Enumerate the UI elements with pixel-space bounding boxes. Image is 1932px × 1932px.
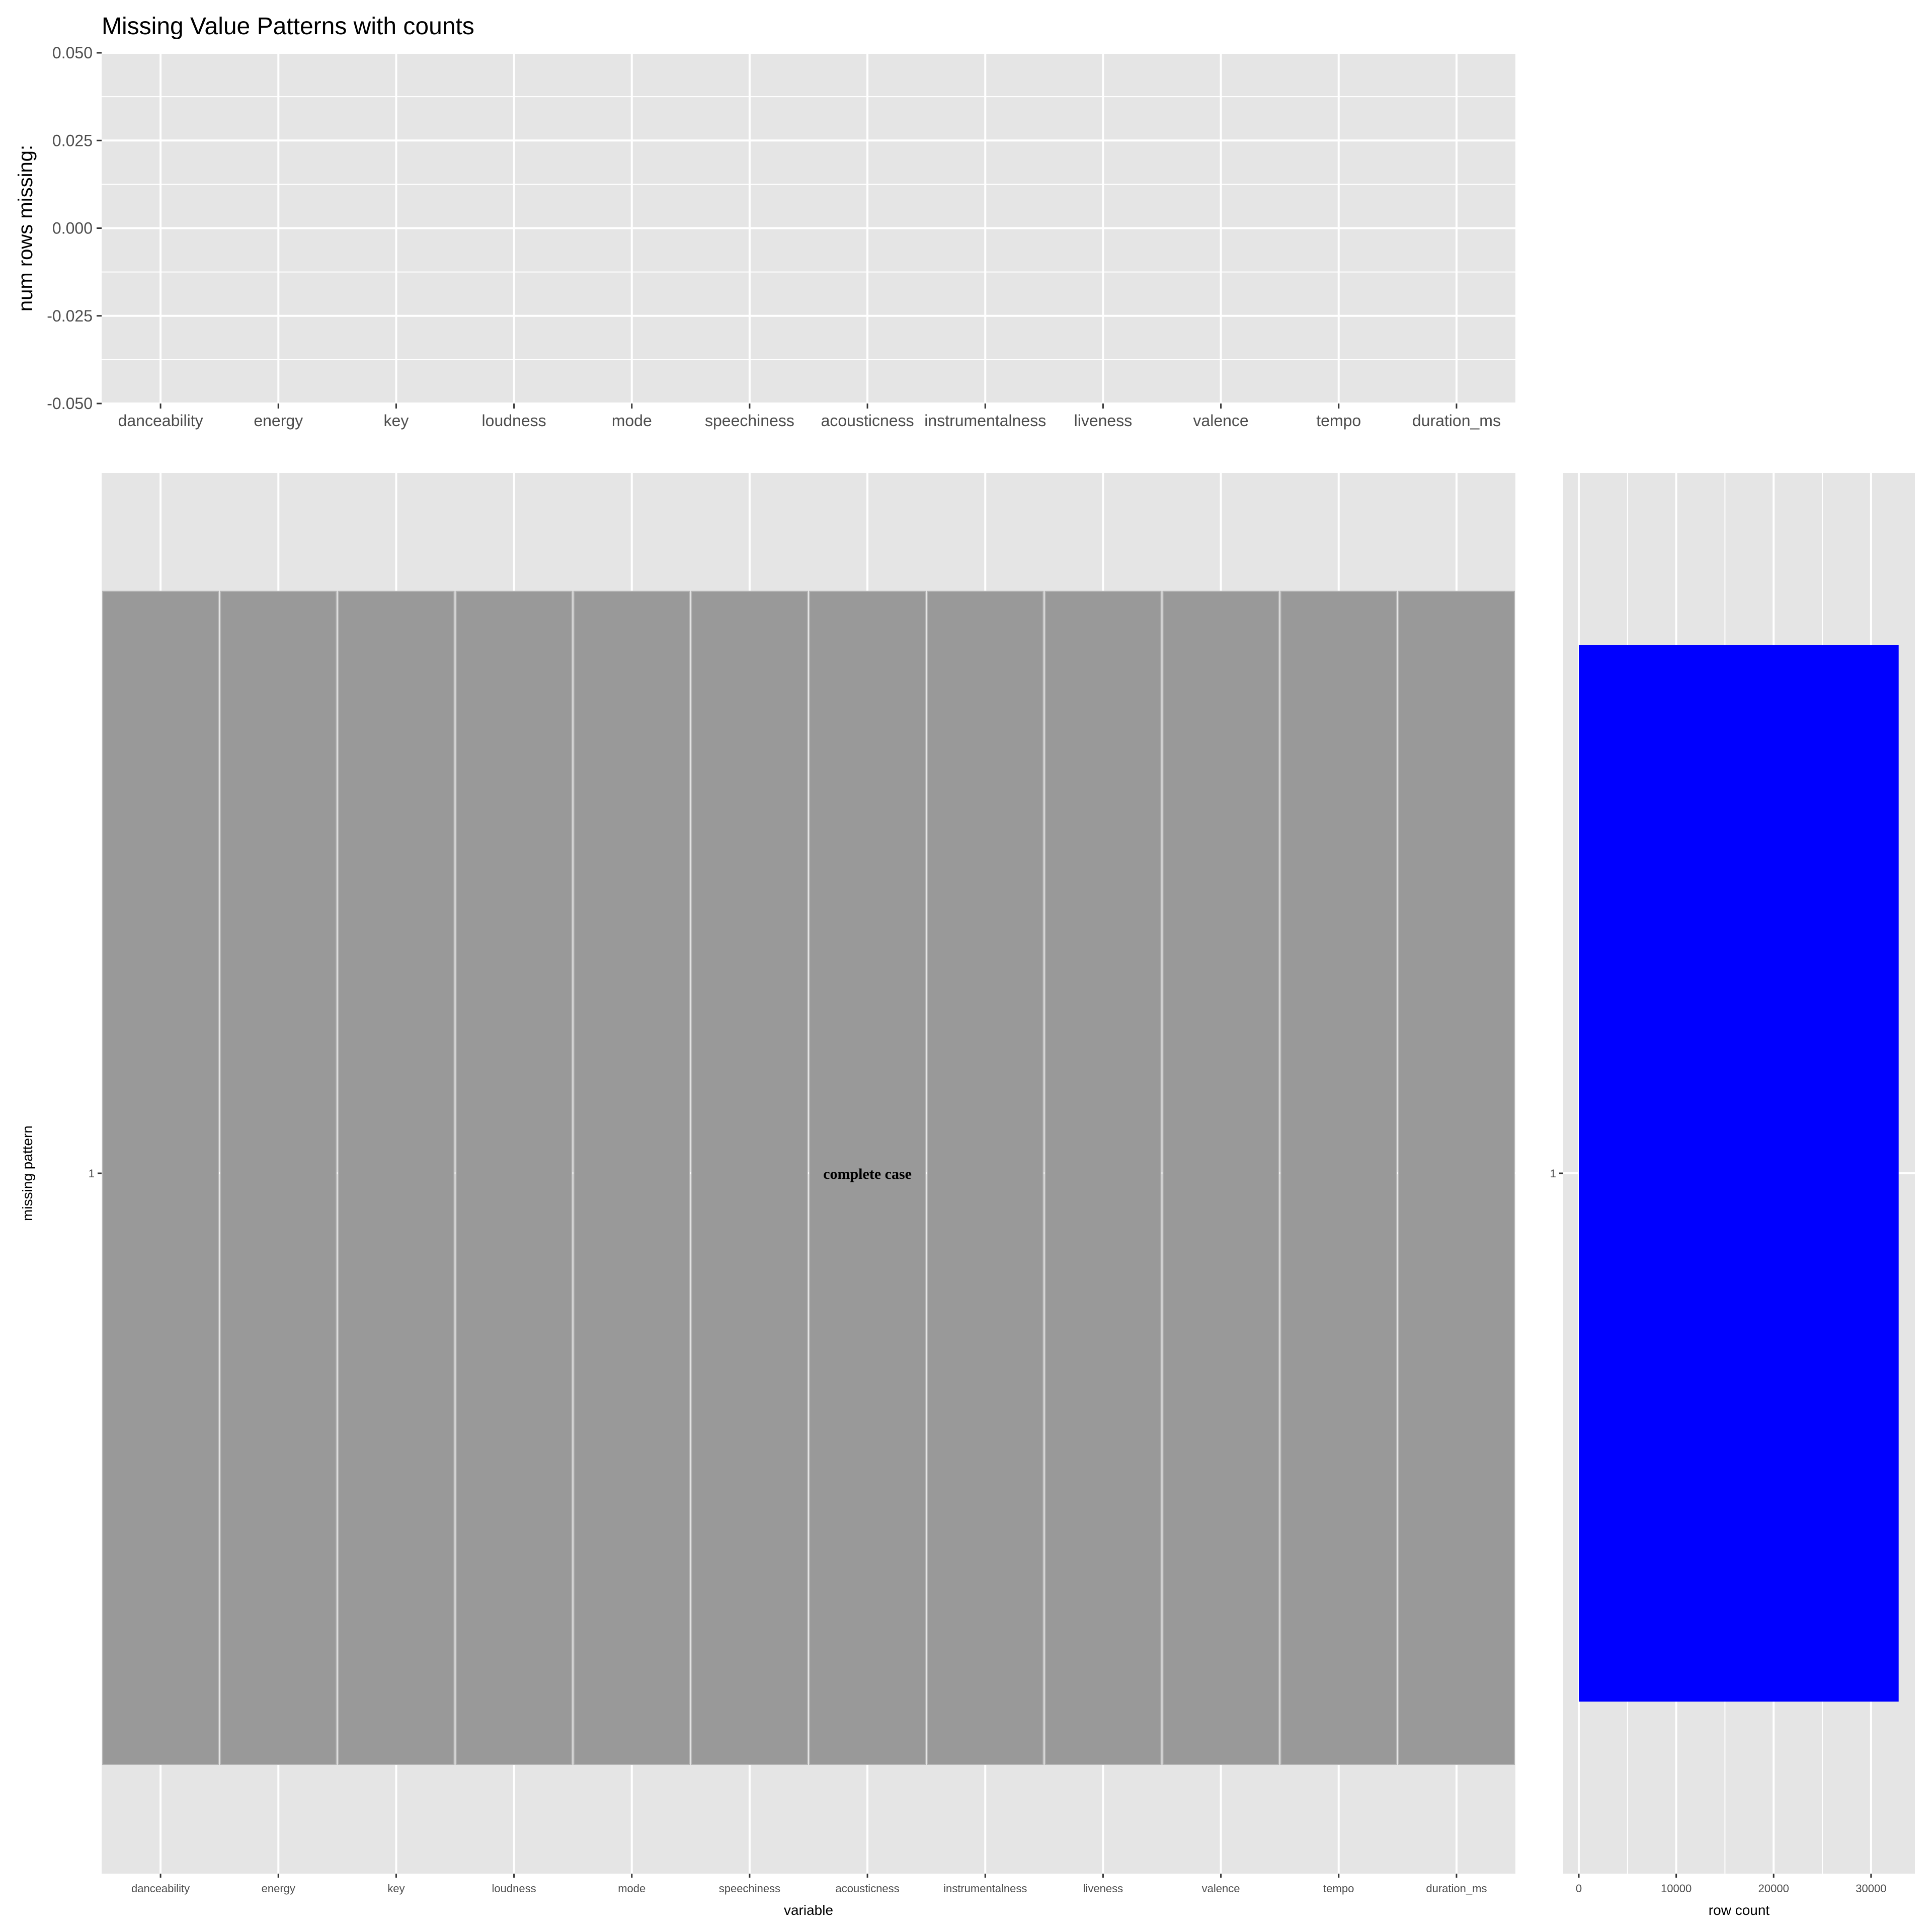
top-y-tick-label: -0.050 <box>47 394 93 413</box>
side-x-tick-label: 30000 <box>1856 1882 1886 1895</box>
top-y-tick-label: 0.050 <box>52 44 93 62</box>
complete-case-label: complete case <box>823 1166 912 1182</box>
side-panel-bars <box>1578 645 1899 1702</box>
main-panel-y-ticks: 1 <box>89 1167 102 1180</box>
main-panel: complete case danceability energy key loudn… <box>20 473 1515 1918</box>
side-panel: 0 10000 20000 30000 1 row count <box>1550 473 1915 1918</box>
pattern-tile-mode <box>573 591 690 1765</box>
top-x-tick-label: loudness <box>482 412 546 430</box>
side-x-tick-label: 20000 <box>1758 1882 1789 1895</box>
top-panel: 0.050 0.025 0.000 -0.025 -0.050 danceability… <box>15 13 1515 430</box>
top-panel-grid <box>102 52 1515 405</box>
top-y-axis-label: num rows missing: <box>15 145 37 311</box>
pattern-tile-acousticness <box>809 591 926 1765</box>
top-y-tick-label: -0.025 <box>47 307 93 325</box>
pattern-tile-instrumentalness <box>927 591 1044 1765</box>
side-x-tick-label: 10000 <box>1661 1882 1692 1895</box>
side-panel-y-ticks: 1 <box>1550 1167 1563 1180</box>
top-panel-y-ticks: 0.050 0.025 0.000 -0.025 -0.050 <box>47 44 102 413</box>
top-x-tick-label: duration_ms <box>1412 412 1501 430</box>
main-x-tick-label: mode <box>618 1882 646 1895</box>
top-y-tick-label: 0.000 <box>52 219 93 237</box>
pattern-tile-speechiness <box>691 591 808 1765</box>
main-x-tick-label: tempo <box>1323 1882 1354 1895</box>
main-x-tick-label: acousticness <box>835 1882 899 1895</box>
top-x-tick-label: mode <box>612 412 652 430</box>
top-x-tick-label: key <box>384 412 409 430</box>
pattern-tile-danceability <box>102 591 219 1765</box>
main-x-tick-label: duration_ms <box>1426 1882 1487 1895</box>
top-x-tick-label: speechiness <box>705 412 794 430</box>
pattern-tile-tempo <box>1280 591 1397 1765</box>
pattern-tile-energy <box>220 591 337 1765</box>
chart-title: Missing Value Patterns with counts <box>102 13 474 40</box>
main-panel-tiles <box>102 591 1515 1765</box>
pattern-tile-loudness <box>455 591 573 1765</box>
top-x-tick-label: instrumentalness <box>924 412 1046 430</box>
main-y-tick-label: 1 <box>89 1167 95 1180</box>
main-x-tick-label: liveness <box>1083 1882 1123 1895</box>
main-x-tick-label: danceability <box>131 1882 190 1895</box>
side-y-tick-label: 1 <box>1550 1167 1556 1180</box>
main-x-tick-label: instrumentalness <box>943 1882 1027 1895</box>
side-x-axis-label: row count <box>1709 1902 1770 1918</box>
main-y-axis-label: missing pattern <box>20 1125 35 1221</box>
pattern-tile-valence <box>1162 591 1279 1765</box>
top-x-tick-label: tempo <box>1316 412 1361 430</box>
main-x-tick-label: key <box>387 1882 405 1895</box>
top-x-tick-label: danceability <box>118 412 203 430</box>
pattern-tile-liveness <box>1044 591 1162 1765</box>
top-y-tick-label: 0.025 <box>52 131 93 149</box>
main-x-tick-label: energy <box>262 1882 295 1895</box>
top-x-tick-label: valence <box>1193 412 1248 430</box>
pattern-tile-duration_ms <box>1398 591 1515 1765</box>
top-x-tick-label: energy <box>254 412 303 430</box>
top-panel-x-ticks: danceability energy key loudness mode speechi… <box>118 404 1501 430</box>
side-x-tick-label: 0 <box>1576 1882 1582 1895</box>
main-x-tick-label: speechiness <box>719 1882 780 1895</box>
top-x-tick-label: liveness <box>1074 412 1133 430</box>
main-x-tick-label: valence <box>1202 1882 1240 1895</box>
side-panel-x-ticks: 0 10000 20000 30000 <box>1576 1874 1886 1895</box>
main-x-tick-label: loudness <box>492 1882 536 1895</box>
top-x-tick-label: acousticness <box>821 412 914 430</box>
main-x-axis-label: variable <box>784 1902 833 1918</box>
pattern-tile-key <box>338 591 455 1765</box>
main-panel-x-ticks: danceability energy key loudness mode speechi… <box>131 1874 1487 1895</box>
row-count-bar-pattern-1 <box>1578 645 1899 1702</box>
